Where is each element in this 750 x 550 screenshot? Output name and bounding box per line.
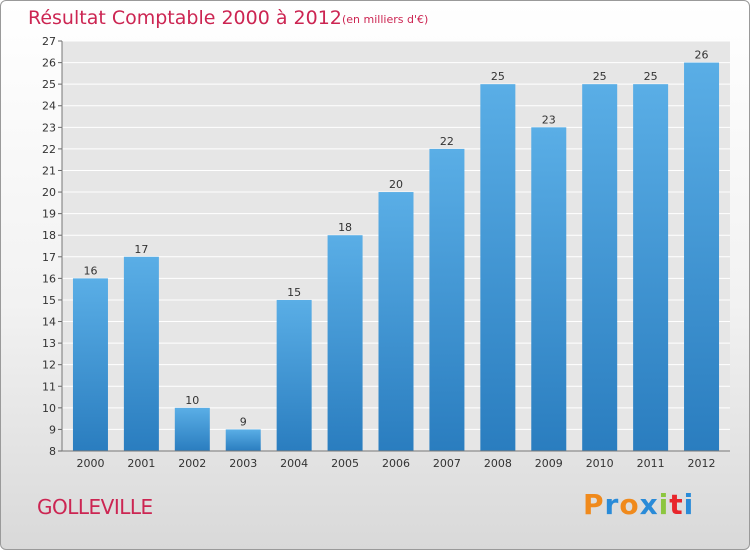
y-tick-label: 12: [42, 359, 56, 372]
x-tick-label: 2010: [586, 457, 614, 470]
y-tick-label: 15: [42, 294, 56, 307]
y-tick-label: 21: [42, 164, 56, 177]
bar-2005: [327, 235, 363, 451]
bar-2006: [378, 192, 414, 452]
bar-value-label: 25: [593, 70, 607, 83]
x-tick-label: 2005: [331, 457, 359, 470]
x-tick-label: 2006: [382, 457, 410, 470]
logo-letter: x: [639, 488, 659, 521]
y-tick-label: 26: [42, 57, 56, 70]
bar-2001: [123, 256, 159, 451]
x-axis: 2000 2001 2002 2003 2004 2005 2006 2007 2008 2009…: [62, 450, 730, 470]
bar-value-label: 17: [134, 243, 148, 256]
y-tick-label: 8: [49, 445, 56, 458]
y-tick-label: 14: [42, 316, 56, 329]
bar-value-label: 16: [83, 264, 97, 277]
y-tick-label: 19: [42, 208, 56, 221]
y-tick-label: 24: [42, 100, 56, 113]
x-tick-label: 2007: [433, 457, 461, 470]
bar-2012: [684, 62, 720, 451]
x-tick-label: 2011: [637, 457, 665, 470]
x-tick-label: 2002: [178, 457, 206, 470]
y-tick-label: 22: [42, 143, 56, 156]
bar-2002: [174, 407, 210, 451]
logo-letter: r: [604, 488, 620, 521]
x-tick-label: 2012: [688, 457, 716, 470]
logo-letter: P: [583, 488, 605, 521]
commune-name: GOLLEVILLE: [37, 495, 153, 519]
y-tick-label: 13: [42, 337, 56, 350]
logo-letter: i: [658, 488, 670, 521]
y-axis: 8 9 10 11 12 13 14 15 16 17 18 19 20 21 22 23 24 25 26 27: [42, 35, 63, 458]
y-tick-label: 17: [42, 251, 56, 264]
bar-value-label: 22: [440, 135, 454, 148]
x-tick-label: 2008: [484, 457, 512, 470]
x-tick-label: 2003: [229, 457, 257, 470]
x-tick-label: 2009: [535, 457, 563, 470]
bar-value-label: 15: [287, 286, 301, 299]
bar-2010: [582, 84, 618, 451]
y-tick-label: 23: [42, 121, 56, 134]
bar-2003: [225, 429, 261, 451]
bar-value-label: 20: [389, 178, 403, 191]
y-tick-label: 11: [42, 380, 56, 393]
bar-value-label: 25: [491, 70, 505, 83]
x-tick-label: 2000: [76, 457, 104, 470]
bar-2011: [633, 84, 669, 451]
bar-value-label: 10: [185, 394, 199, 407]
y-tick-label: 25: [42, 78, 56, 91]
bar-value-label: 18: [338, 221, 352, 234]
bar-value-label: 25: [644, 70, 658, 83]
proxiti-logo: Proxiti: [583, 488, 694, 521]
bar-value-label: 23: [542, 113, 556, 126]
bar-2004: [276, 299, 312, 451]
logo-letter: t: [669, 488, 684, 521]
bar-2009: [531, 127, 567, 451]
y-tick-label: 20: [42, 186, 56, 199]
bar-value-label: 26: [695, 49, 709, 62]
y-tick-label: 10: [42, 402, 56, 415]
bars: 16 17 10 9 15 18 20 22 25 23 25 25 26: [72, 49, 720, 452]
bar-2007: [429, 148, 465, 452]
logo-letter: i: [683, 488, 695, 521]
chart-subtitle: (en milliers d'€): [342, 13, 429, 26]
bar-value-label: 9: [240, 415, 247, 428]
x-tick-label: 2001: [127, 457, 155, 470]
y-tick-label: 18: [42, 229, 56, 242]
y-tick-label: 16: [42, 272, 56, 285]
y-tick-label: 9: [49, 423, 56, 436]
logo-letter: o: [619, 488, 640, 521]
x-tick-label: 2004: [280, 457, 308, 470]
bar-2000: [72, 278, 108, 451]
bar-2008: [480, 84, 516, 451]
chart-title: Résultat Comptable 2000 à 2012: [28, 7, 342, 29]
y-tick-label: 27: [42, 35, 56, 48]
